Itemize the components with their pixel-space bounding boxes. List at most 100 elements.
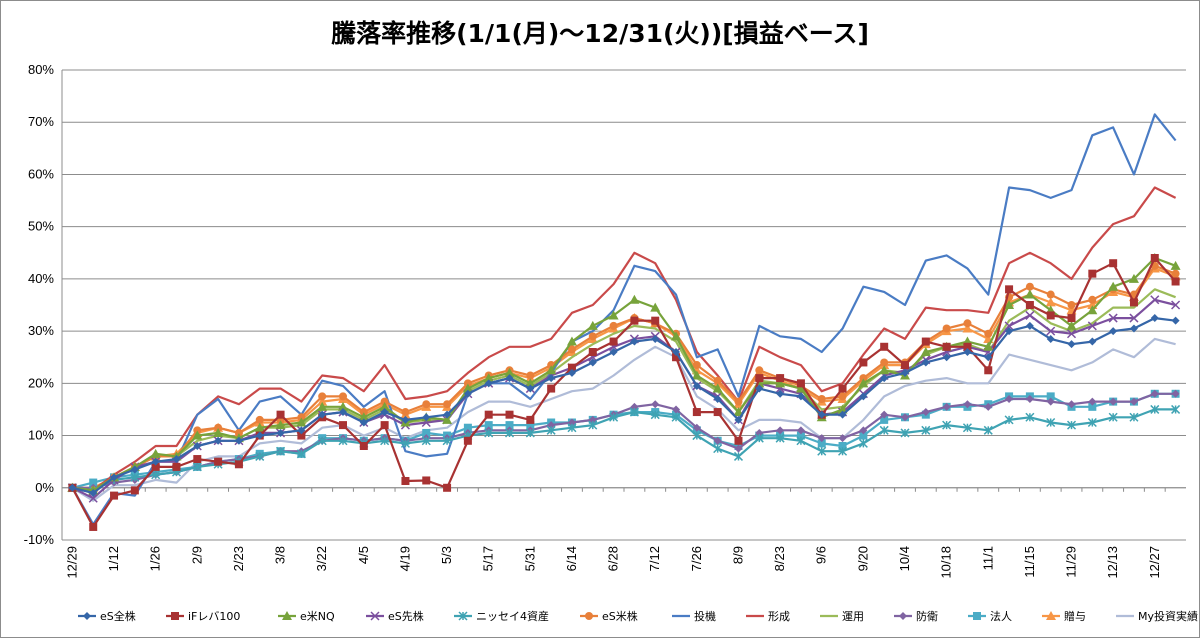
data-point-1-2 <box>110 491 119 500</box>
data-point-5-6 <box>193 426 202 435</box>
data-point-2-27 <box>629 294 640 304</box>
data-point-9-29 <box>672 405 681 414</box>
data-point-2-28 <box>650 302 661 312</box>
data-point-10-17 <box>422 428 431 437</box>
legend-label: eS全株 <box>100 609 136 623</box>
data-point-2-39 <box>879 365 890 375</box>
data-point-9-40 <box>901 413 909 422</box>
data-point-1-4 <box>151 462 160 471</box>
data-point-4-33 <box>754 433 764 443</box>
data-point-0-31 <box>713 395 722 403</box>
data-point-0-37 <box>838 410 847 419</box>
y-tick-label: 10% <box>28 428 54 443</box>
data-point-4-11 <box>296 449 306 459</box>
data-point-4-44 <box>983 425 993 435</box>
data-point-legend-5 <box>585 612 593 620</box>
legend-item: eS先株 <box>366 609 424 623</box>
x-tick-label: 10/4 <box>897 546 912 571</box>
x-tick-label: 9/20 <box>855 546 870 571</box>
data-point-9-34 <box>776 426 785 435</box>
series-line-5 <box>72 264 1176 492</box>
data-point-0-13 <box>339 408 347 417</box>
series-line-4 <box>72 408 1176 492</box>
data-point-4-49 <box>1087 417 1097 428</box>
data-point-0-6 <box>193 442 202 450</box>
data-point-0-34 <box>776 389 785 398</box>
data-point-4-46 <box>1025 412 1035 422</box>
legend-label: My投資実績 <box>1138 609 1198 623</box>
series-6 <box>71 113 1177 526</box>
data-point-1-6 <box>193 455 202 464</box>
x-tick-label: 7/12 <box>647 546 662 571</box>
data-point-legend-9 <box>899 612 907 620</box>
data-point-4-28 <box>650 410 660 420</box>
data-point-4-10 <box>276 446 286 456</box>
data-point-1-45 <box>1005 285 1014 294</box>
data-point-1-43 <box>963 342 972 351</box>
data-point-11-43 <box>962 323 973 333</box>
legend: eS全株 iFレバ100 e米NQ eS先株 ニッセイ4資産 eS米株 投機 形成 運用 防衛 法人… <box>78 609 1198 623</box>
data-point-9-23 <box>547 421 556 430</box>
data-point-4-51 <box>1129 412 1139 422</box>
data-point-2-49 <box>1087 305 1098 315</box>
data-point-1-48 <box>1067 314 1076 323</box>
data-point-legend-1 <box>171 612 179 620</box>
data-point-1-20 <box>484 410 493 419</box>
data-point-2-14 <box>358 412 369 422</box>
data-point-1-7 <box>214 457 223 466</box>
data-point-1-40 <box>901 361 909 370</box>
data-point-5-31 <box>713 376 722 385</box>
data-point-2-12 <box>317 401 328 411</box>
legend-label: 贈与 <box>1064 609 1086 623</box>
data-point-4-4 <box>151 470 161 480</box>
x-tick-label: 9/6 <box>814 546 829 564</box>
legend-label: 投機 <box>694 609 716 623</box>
data-point-2-4 <box>150 448 161 458</box>
data-point-1-21 <box>505 410 514 419</box>
data-point-4-43 <box>962 423 972 433</box>
data-point-9-45 <box>1005 395 1014 403</box>
y-tick-label: 20% <box>28 375 54 390</box>
data-point-1-47 <box>1046 311 1055 320</box>
data-point-3-50 <box>1108 313 1118 323</box>
data-point-2-38 <box>858 378 869 388</box>
data-point-0-44 <box>984 353 993 362</box>
data-point-2-30 <box>691 370 702 380</box>
data-point-5-8 <box>234 428 243 437</box>
data-point-3-48 <box>1066 329 1077 339</box>
legend-label: eS米株 <box>602 609 638 623</box>
data-point-4-3 <box>130 472 140 482</box>
series-12 <box>71 337 1176 502</box>
data-point-9-41 <box>921 408 930 417</box>
data-point-10-22 <box>526 421 535 430</box>
data-point-4-25 <box>588 420 598 430</box>
data-point-0-21 <box>505 374 514 383</box>
y-tick-label: 0% <box>35 480 54 495</box>
legend-label: iFレバ100 <box>188 610 240 623</box>
data-point-4-24 <box>567 423 577 433</box>
data-point-2-53 <box>1170 260 1181 270</box>
data-point-9-39 <box>880 410 889 419</box>
legend-item: 法人 <box>968 609 1012 623</box>
data-point-4-29 <box>671 412 681 422</box>
data-point-3-46 <box>1025 310 1035 320</box>
data-point-1-18 <box>443 483 452 492</box>
data-point-1-11 <box>297 431 306 440</box>
data-point-4-37 <box>838 446 848 456</box>
data-point-0-50 <box>1109 327 1118 336</box>
legend-label: 形成 <box>768 610 790 623</box>
data-point-0-1 <box>89 489 98 497</box>
data-point-9-33 <box>755 428 764 437</box>
legend-label: ニッセイ4資産 <box>476 610 549 623</box>
data-point-4-42 <box>942 420 952 430</box>
data-point-10-20 <box>484 421 493 430</box>
data-point-5-16 <box>401 408 410 417</box>
data-point-5-22 <box>526 371 535 380</box>
data-point-0-52 <box>1150 314 1159 323</box>
x-tick-label: 11/29 <box>1064 546 1079 578</box>
series-lines <box>67 113 1181 531</box>
data-point-5-53 <box>1171 269 1180 278</box>
data-point-4-21 <box>504 428 515 438</box>
data-point-9-51 <box>1129 397 1138 406</box>
